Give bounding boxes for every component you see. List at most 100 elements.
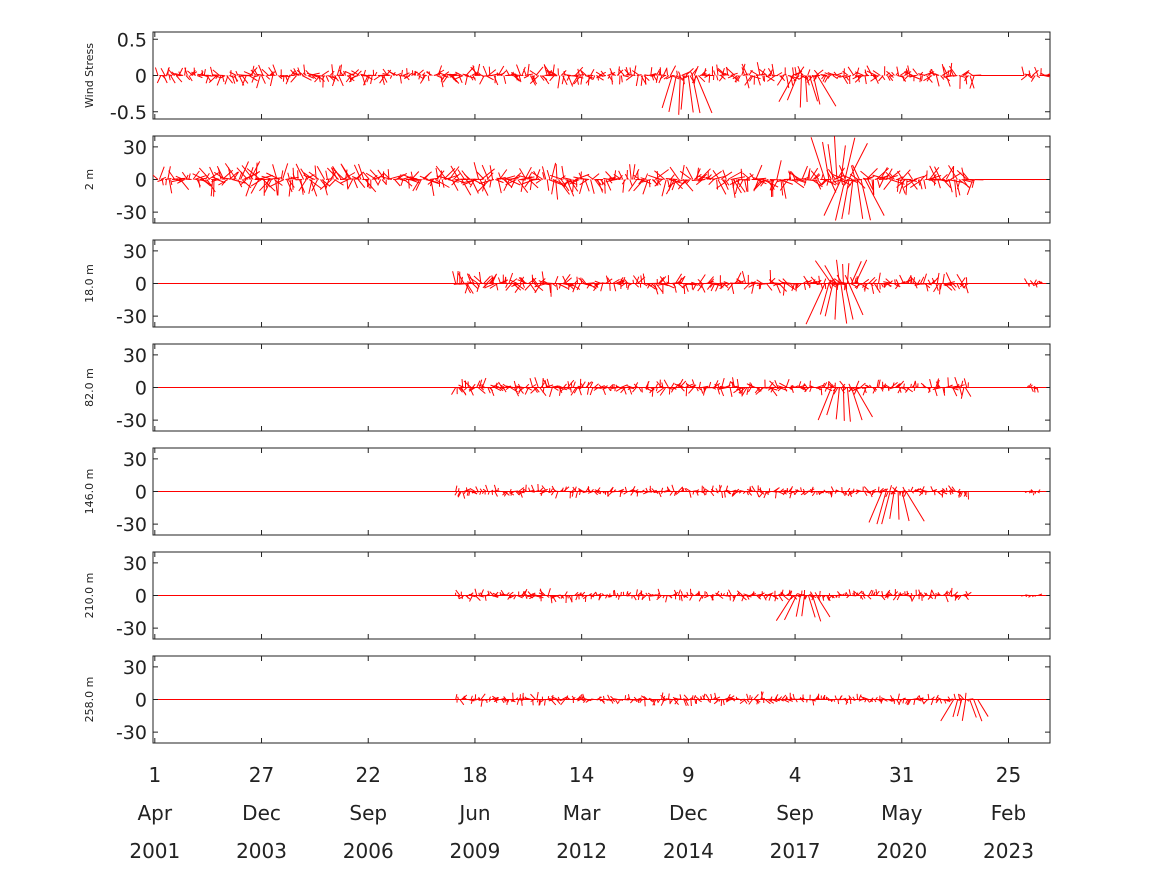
- panel-data: [154, 62, 1050, 115]
- vector-stick: [647, 592, 652, 596]
- vector-stick: [540, 491, 543, 496]
- vector-stick: [363, 75, 369, 86]
- vector-stick: [933, 179, 936, 186]
- vector-stick: [302, 72, 307, 76]
- vector-stick: [466, 273, 472, 284]
- vector-stick: [931, 277, 935, 284]
- vector-stick: [789, 590, 793, 596]
- vector-stick: [215, 75, 219, 80]
- vector-stick: [458, 283, 470, 285]
- vector-stick: [514, 385, 523, 388]
- vector-stick: [862, 387, 867, 396]
- vector-stick: [463, 380, 472, 388]
- vector-stick: [746, 387, 749, 395]
- vector-stick: [579, 179, 585, 195]
- vector-stick: [907, 699, 912, 705]
- vector-stick: [328, 179, 337, 187]
- vector-stick: [517, 179, 529, 193]
- vector-stick: [713, 699, 720, 705]
- vector-stick: [948, 485, 954, 492]
- vector-stick: [270, 73, 276, 76]
- vector-stick: [715, 488, 718, 492]
- vector-stick: [562, 275, 567, 284]
- vector-stick: [685, 68, 694, 76]
- vector-stick: [633, 65, 637, 76]
- vector-stick: [502, 383, 508, 388]
- vector-stick: [826, 282, 834, 284]
- vector-stick: [301, 75, 312, 81]
- vector-stick: [719, 484, 721, 492]
- vector-stick: [651, 488, 655, 492]
- vector-stick: [205, 75, 209, 84]
- vector-stick: [691, 75, 701, 114]
- vector-stick: [919, 71, 924, 76]
- vector-stick: [765, 595, 769, 599]
- vector-stick: [167, 68, 169, 76]
- vector-stick: [502, 491, 507, 496]
- vector-stick: [948, 590, 952, 596]
- vector-stick: [915, 695, 920, 700]
- vector-stick: [410, 177, 419, 180]
- panel-label: Wind Stress: [83, 43, 96, 108]
- vector-stick: [576, 283, 581, 291]
- vector-stick: [801, 699, 805, 703]
- vector-stick: [734, 179, 740, 195]
- vector-stick: [699, 696, 703, 700]
- vector-stick: [714, 692, 717, 700]
- vector-stick: [844, 699, 849, 704]
- vector-stick: [658, 276, 665, 284]
- vector-stick: [703, 68, 707, 76]
- vector-stick: [823, 696, 826, 700]
- vector-stick: [710, 491, 715, 497]
- vector-stick: [542, 379, 549, 388]
- vector-stick: [853, 591, 860, 596]
- vector-stick: [950, 386, 955, 388]
- vector-stick: [956, 170, 968, 180]
- vector-stick: [611, 387, 619, 389]
- vector-stick: [656, 381, 662, 388]
- x-tick-day: 27: [249, 763, 274, 787]
- vector-stick: [726, 693, 731, 700]
- vector-stick: [481, 164, 489, 180]
- vector-stick: [577, 699, 581, 702]
- vector-stick: [950, 488, 955, 492]
- vector-stick: [809, 591, 814, 596]
- vector-stick: [868, 589, 873, 596]
- vector-stick: [472, 383, 476, 388]
- vector-stick: [556, 699, 561, 701]
- vector-stick: [941, 174, 948, 180]
- vector-stick: [689, 491, 692, 498]
- vector-stick: [705, 694, 710, 700]
- vector-stick: [780, 75, 786, 82]
- vector-stick: [467, 490, 474, 492]
- vector-stick: [233, 171, 240, 180]
- vector-stick: [1024, 278, 1028, 284]
- vector-stick: [727, 171, 743, 180]
- vector-stick: [718, 75, 724, 82]
- vector-stick: [540, 699, 545, 703]
- vector-stick: [862, 387, 868, 389]
- vector-stick: [930, 699, 934, 706]
- vector-stick: [803, 491, 809, 496]
- vector-stick: [496, 73, 503, 76]
- vector-stick: [925, 283, 929, 292]
- vector-stick: [588, 592, 592, 596]
- vector-stick: [778, 279, 784, 284]
- vector-stick: [705, 176, 716, 180]
- vector-stick: [736, 697, 741, 700]
- vector-stick: [928, 387, 931, 394]
- vector-stick: [509, 488, 512, 492]
- vector-stick: [923, 75, 933, 82]
- vector-stick: [876, 491, 887, 525]
- vector-stick: [834, 283, 838, 320]
- vector-stick: [746, 693, 749, 700]
- vector-stick: [572, 486, 577, 492]
- vector-stick: [907, 279, 911, 284]
- vector-stick: [414, 70, 422, 76]
- vector-stick: [785, 379, 790, 388]
- vector-stick: [938, 491, 941, 495]
- vector-stick: [885, 171, 894, 180]
- vector-stick: [503, 75, 507, 84]
- vector-stick: [685, 179, 691, 185]
- vector-stick: [637, 697, 642, 700]
